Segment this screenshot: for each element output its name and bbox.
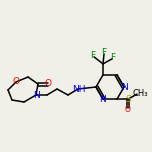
Text: O: O (12, 78, 19, 86)
Text: N: N (99, 95, 105, 104)
Text: NH: NH (72, 85, 86, 93)
Text: F: F (101, 48, 107, 57)
Text: F: F (111, 53, 116, 62)
Text: N: N (33, 90, 39, 100)
Text: F: F (90, 51, 96, 60)
Text: N: N (122, 83, 128, 92)
Text: S: S (125, 95, 131, 104)
Text: CH₃: CH₃ (132, 89, 148, 98)
Text: O: O (125, 105, 131, 114)
Text: O: O (45, 79, 52, 88)
